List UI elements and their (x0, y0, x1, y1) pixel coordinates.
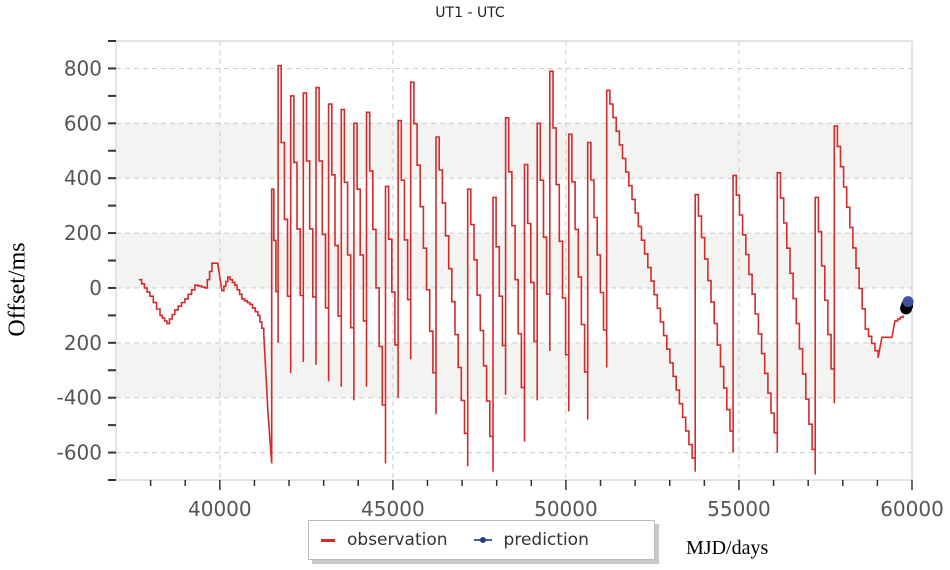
plot-band (116, 342, 912, 398)
x-tick-label: 55000 (707, 497, 771, 521)
y-tick-label: -600 (57, 441, 102, 465)
y-tick-label: 600 (64, 111, 102, 135)
observation-series-line (138, 64, 904, 475)
y-axis-label: Offset/ms (4, 242, 31, 337)
legend-label-observation: observation (347, 530, 448, 550)
x-tick-label: 60000 (880, 497, 944, 521)
y-tick-label: 0 (89, 276, 102, 300)
legend-label-prediction: prediction (503, 530, 589, 550)
legend-item-observation[interactable]: observation (321, 530, 448, 550)
plot-band (116, 123, 912, 179)
prediction-swatch-icon (473, 537, 492, 543)
y-tick-label: 200 (64, 221, 102, 245)
x-tick-label: 40000 (188, 497, 252, 521)
chart-title: UT1 - UTC (435, 5, 505, 21)
y-tick-label: 800 (64, 56, 102, 80)
observation-swatch-icon (321, 538, 335, 542)
plot-band (116, 233, 912, 288)
legend: observation prediction (308, 520, 655, 560)
prediction-point (902, 296, 914, 308)
x-axis-label: MJD/days (686, 537, 769, 559)
x-tick-label: 50000 (534, 497, 598, 521)
x-tick-label: 45000 (361, 497, 425, 521)
y-tick-label: 400 (64, 166, 102, 190)
legend-item-prediction[interactable]: prediction (473, 530, 589, 550)
y-tick-label: 200 (64, 331, 102, 355)
y-tick-label: -400 (57, 386, 102, 410)
